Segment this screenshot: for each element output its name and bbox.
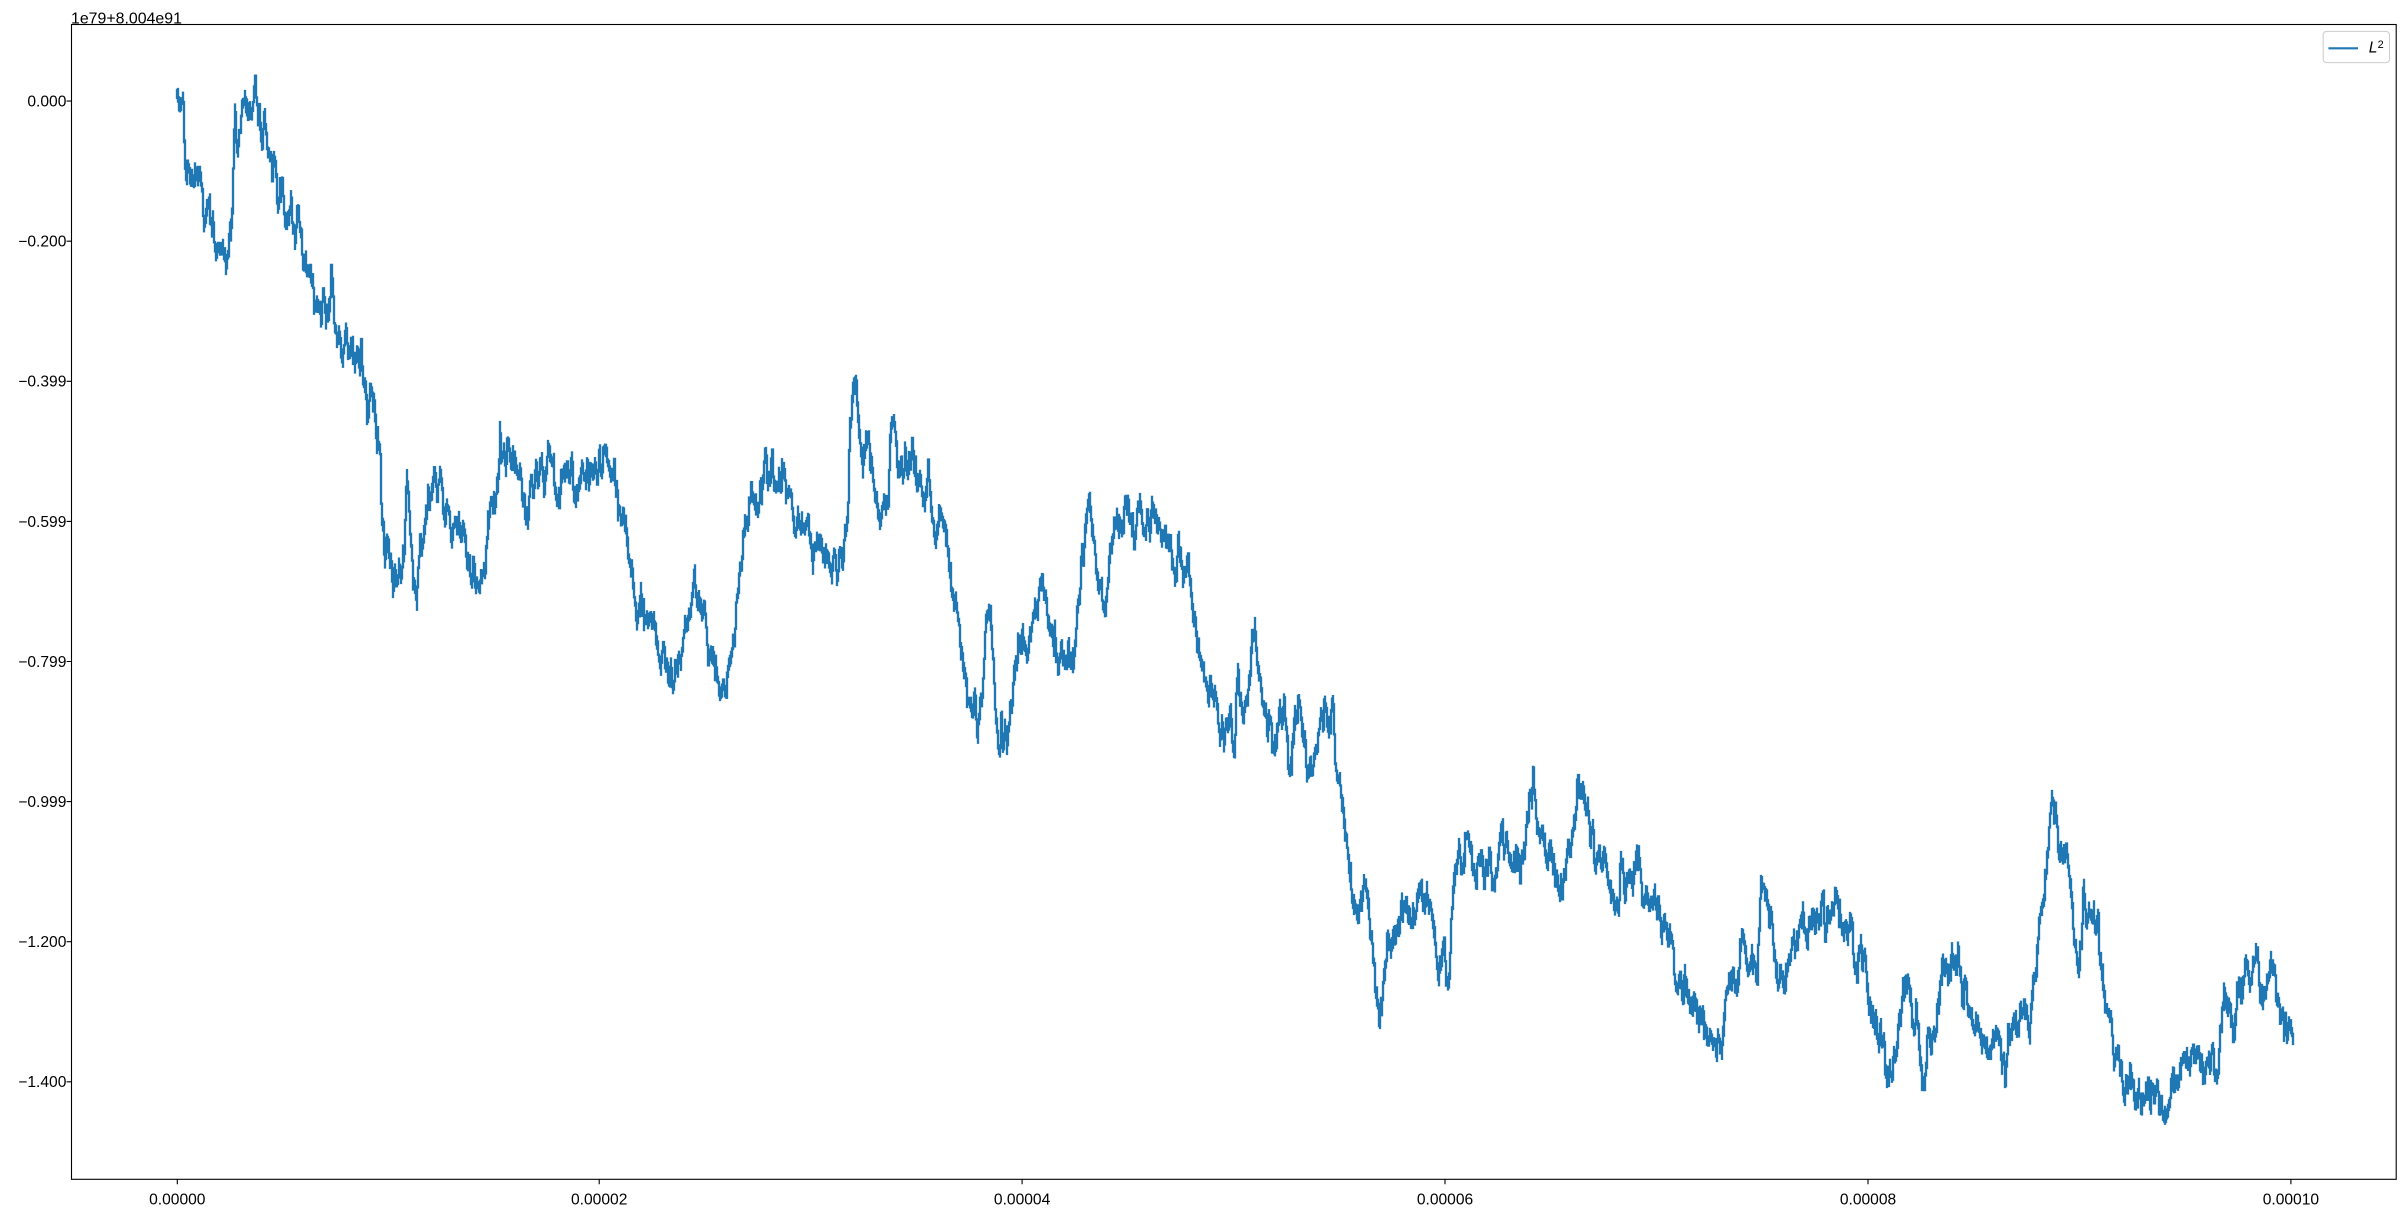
svg-text:−1.400: −1.400 [18,1074,66,1091]
svg-text:0.00004: 0.00004 [994,1192,1051,1209]
svg-text:1e79+8.004e91: 1e79+8.004e91 [71,10,182,27]
svg-text:0.00008: 0.00008 [1840,1192,1896,1209]
svg-text:−0.599: −0.599 [18,514,66,531]
svg-text:0.00000: 0.00000 [149,1192,206,1209]
svg-text:−0.200: −0.200 [18,234,66,251]
svg-text:0.00002: 0.00002 [571,1192,627,1209]
svg-text:0.000: 0.000 [27,94,66,111]
svg-text:0.00010: 0.00010 [2263,1192,2320,1209]
svg-text:−0.799: −0.799 [18,654,66,671]
svg-text:−0.999: −0.999 [18,794,66,811]
svg-text:−0.399: −0.399 [18,374,66,391]
svg-text:L: L [2369,39,2378,56]
svg-text:0.00006: 0.00006 [1417,1192,1473,1209]
svg-text:2: 2 [2378,39,2384,51]
svg-text:−1.200: −1.200 [18,934,66,951]
